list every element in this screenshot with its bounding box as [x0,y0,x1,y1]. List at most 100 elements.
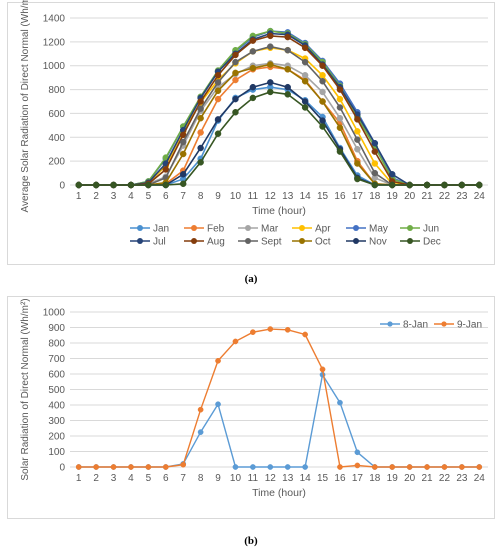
chart1-point-8-jan [302,464,308,470]
chart1-point-9-jan [319,366,326,373]
chart1-point-8-jan [284,464,291,470]
chart0-y-axis-label: Average Solar Radiation of Direct Normal… [20,0,31,213]
chart0-legend-label: May [369,224,388,235]
chart0-legend-label: Feb [207,224,225,235]
chart0-point-aug [301,44,309,52]
chart1-y-tick-label: 100 [48,447,65,458]
chart0-point-jul [371,140,379,147]
chart1-x-tick-label: 8 [198,473,204,484]
chart0-point-oct [232,69,239,77]
chart0-x-tick-label: 20 [404,191,416,202]
chart0-point-sept [232,58,239,66]
chart1-point-9-jan [180,461,187,468]
chart0-legend-marker [353,225,359,231]
chart1-x-tick-label: 14 [300,473,312,484]
chart1-x-tick-label: 19 [387,473,399,484]
chart0-point-dec [110,181,117,189]
chart0-point-dec [267,88,274,96]
chart0-point-sept [336,104,344,111]
chart0-point-dec [214,130,222,137]
chart0-x-tick-label: 15 [317,191,329,202]
chart0-legend-marker [137,238,143,244]
chart0-point-dec [336,148,344,155]
chart0-x-tick-label: 6 [163,191,169,202]
chart0-point-jul [388,171,396,178]
caption-a: (a) [244,273,258,285]
chart0-point-aug [162,166,170,173]
chart0-series-line-aug [78,35,480,186]
chart1-x-tick-label: 17 [352,473,364,484]
chart0-y-tick-label: 200 [48,157,65,168]
chart0-series-line-nov [78,81,480,186]
chart0-point-nov [232,95,239,103]
chart1-x-tick-label: 3 [111,473,117,484]
chart0-point-sept [197,105,204,112]
chart1-point-9-jan [250,329,256,336]
chart1-x-axis-label: Time (hour) [252,487,306,499]
chart0-legend-marker [407,225,413,231]
chart1-x-tick-label: 4 [128,473,134,484]
chart1-series-line-9-jan [78,328,480,468]
chart0-point-dec [249,94,257,102]
chart0-point-nov [197,144,204,152]
chart1-point-9-jan [197,406,204,413]
chart0-point-dec [354,175,361,183]
chart0-x-tick-label: 7 [180,191,186,202]
chart1-legend-label: 9-Jan [457,320,482,331]
chart1-y-tick-label: 600 [48,370,65,381]
chart1-x-tick-label: 21 [421,473,433,484]
chart1-point-8-jan [215,401,221,408]
chart0-point-oct [319,98,326,105]
chart0-y-tick-label: 0 [59,181,65,192]
chart0-y-tick-label: 1400 [43,14,66,25]
chart0-y-tick-label: 800 [48,85,65,96]
chart1-legend-marker [387,321,393,327]
chart0-point-aug [197,98,204,105]
chart0-point-oct [249,64,257,72]
chart1-x-tick-label: 10 [230,473,242,484]
chart1-point-9-jan [441,464,448,470]
chart0-legend-item-mar: Mar [238,224,279,235]
chart1-legend-label: 8-Jan [403,320,428,331]
chart1-x-tick-label: 22 [439,473,451,484]
chart1-point-9-jan [162,464,169,470]
chart1-x-tick-label: 23 [456,473,468,484]
chart1-y-tick-label: 500 [48,385,65,396]
chart0-point-mar [301,72,309,79]
chart0-legend-marker [299,225,305,231]
chart-panel-b: 0 100 200 300 400 500 600 700 800 900 1000 1 2 3 4 5 6 7 8… [7,296,495,519]
chart0-x-tick-label: 2 [93,191,99,202]
chart0-point-nov [249,83,257,91]
chart1-point-9-jan [459,464,465,470]
chart0-legend-label: Mar [261,224,279,235]
chart0-y-tick-label: 400 [48,133,65,144]
chart0-point-dec [319,123,326,130]
chart1-x-tick-label: 2 [93,473,99,484]
chart0-point-apr [336,95,344,103]
chart0-x-tick-label: 12 [265,191,277,202]
chart1-point-8-jan [250,464,256,470]
chart0-point-dec [301,104,309,111]
chart1-x-tick-label: 13 [282,473,294,484]
chart1-point-8-jan [197,429,204,435]
chart0-legend-item-jan: Jan [130,224,169,235]
chart1-point-9-jan [128,464,134,470]
chart0-point-aug [214,72,222,79]
chart0-legend-marker [245,225,251,231]
chart0-point-oct [214,87,222,95]
chart-panel-a: 0 200 400 600 800 1000 1200 1400 1 2 3 4 5 6 7 8 9 10 11 12… [7,0,495,265]
chart0-point-sept [354,136,361,143]
chart0-legend-marker [299,238,305,244]
chart0-y-tick-label: 1200 [43,37,66,48]
chart0-point-aug [267,32,274,40]
chart0-point-nov [267,79,274,86]
chart0-legend-label: Sept [261,237,282,248]
chart0-point-dec [371,181,379,189]
chart0-point-sept [371,169,379,177]
caption-b: (b) [244,535,258,547]
chart1-x-tick-label: 7 [180,473,186,484]
chart1-y-tick-label: 700 [48,354,65,365]
chart0-point-aug [371,148,379,155]
chart0-x-tick-label: 14 [300,191,312,202]
chart1-point-9-jan [232,338,239,345]
